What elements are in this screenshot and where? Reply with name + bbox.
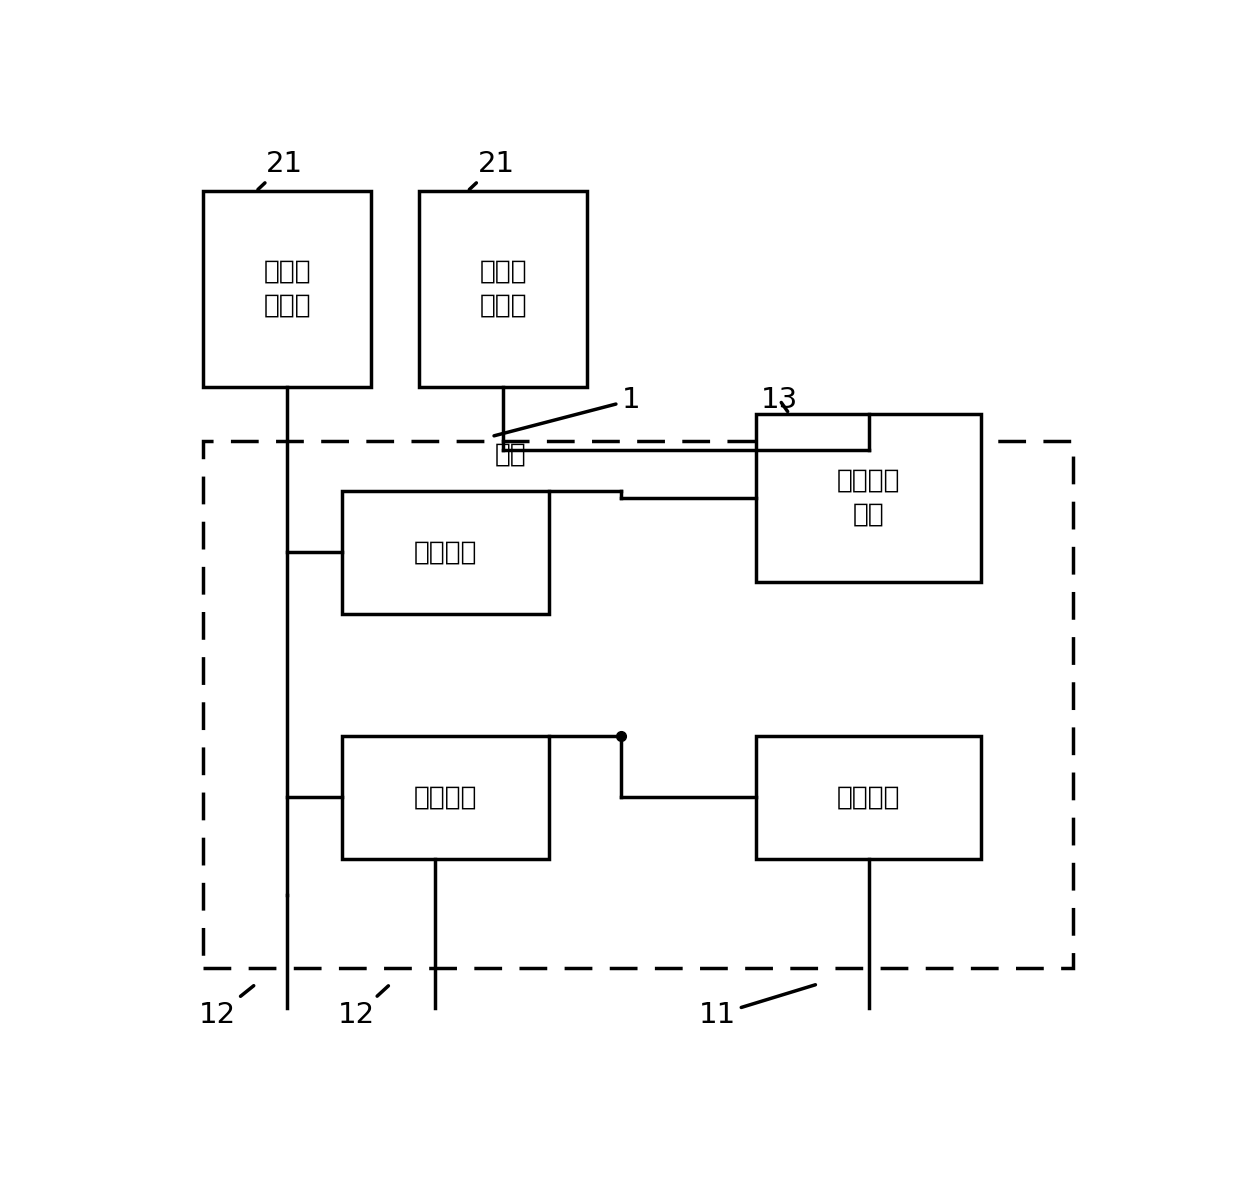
Text: 主电源
接入板: 主电源 接入板 (480, 259, 527, 320)
Bar (203, 441, 1073, 968)
Text: 单板: 单板 (495, 442, 527, 468)
Text: 1: 1 (494, 387, 640, 436)
Text: 11: 11 (698, 984, 816, 1029)
Bar (203, 191, 371, 387)
Text: 开关模块: 开关模块 (414, 784, 477, 810)
Text: 12: 12 (339, 986, 388, 1029)
Text: 开关模块: 开关模块 (414, 539, 477, 565)
Text: 12: 12 (198, 986, 254, 1029)
Text: 电源选择
模块: 电源选择 模块 (837, 468, 900, 528)
Bar (419, 191, 588, 387)
Bar (342, 490, 549, 613)
Text: 21: 21 (258, 150, 304, 190)
Bar (342, 736, 549, 858)
Text: 13: 13 (761, 387, 799, 414)
Text: 主电源
接入板: 主电源 接入板 (263, 259, 311, 320)
Bar (755, 414, 982, 581)
Text: 功能模块: 功能模块 (837, 784, 900, 810)
Text: 21: 21 (470, 150, 515, 190)
Bar (755, 736, 982, 858)
